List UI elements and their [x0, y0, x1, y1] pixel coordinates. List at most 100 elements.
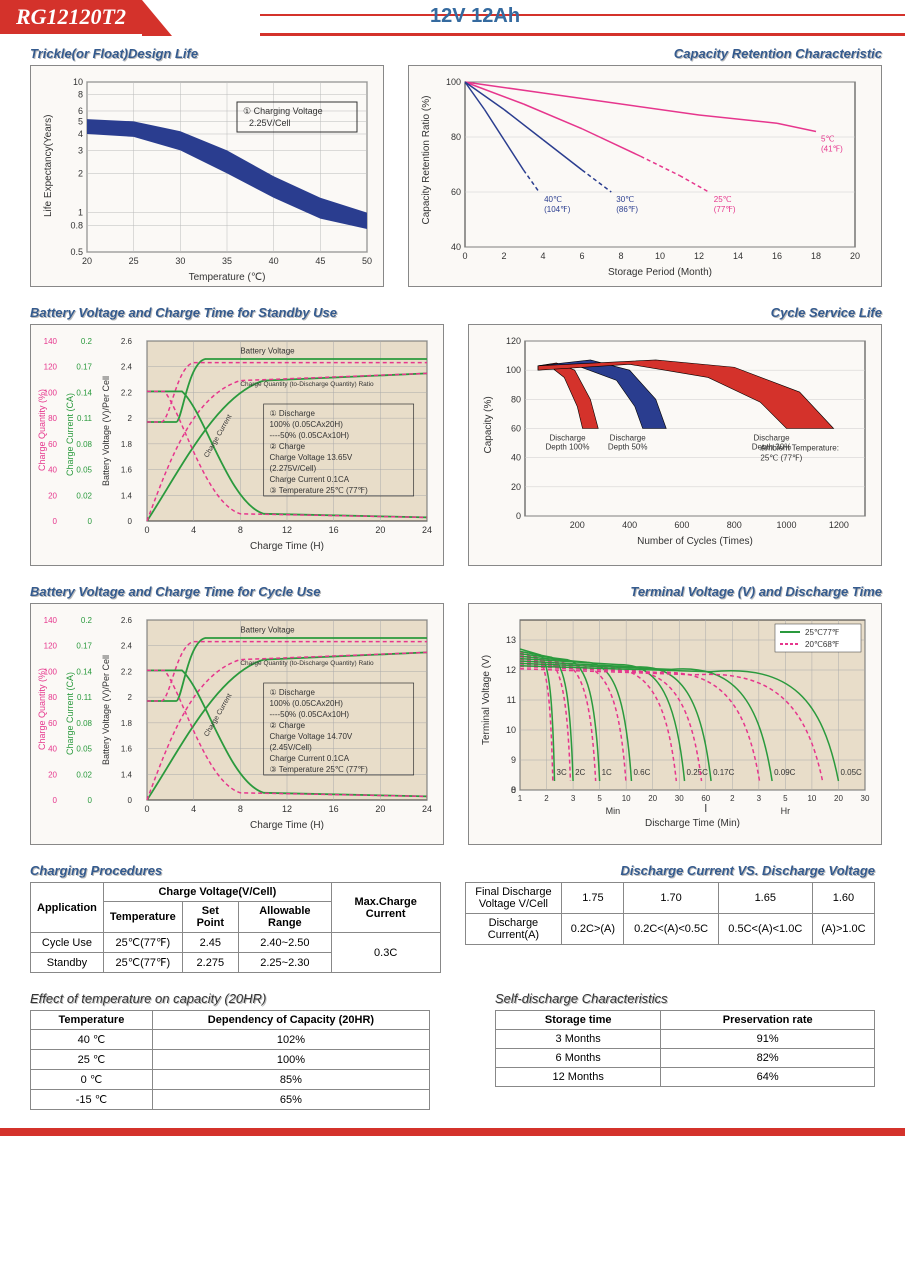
svg-text:3C: 3C: [557, 768, 567, 777]
svg-text:2: 2: [730, 794, 735, 803]
svg-text:18: 18: [811, 251, 821, 261]
chart4-title: Cycle Service Life: [468, 305, 882, 320]
svg-text:8: 8: [618, 251, 623, 261]
svg-text:20: 20: [375, 804, 385, 814]
svg-text:Charge Quantity (%): Charge Quantity (%): [37, 389, 47, 471]
svg-text:Discharge: Discharge: [610, 434, 647, 443]
svg-text:Discharge: Discharge: [550, 434, 587, 443]
svg-text:0.11: 0.11: [77, 414, 93, 423]
svg-text:2C: 2C: [575, 768, 585, 777]
svg-text:0: 0: [88, 796, 93, 805]
svg-text:8: 8: [238, 525, 243, 535]
chart3: 0481216202402040608010012014000.020.050.…: [30, 324, 444, 566]
svg-text:0.09C: 0.09C: [774, 768, 796, 777]
svg-text:Charge Time (H): Charge Time (H): [250, 820, 324, 831]
svg-text:0: 0: [511, 785, 516, 795]
svg-text:400: 400: [622, 520, 637, 530]
svg-text:0: 0: [144, 804, 149, 814]
svg-text:120: 120: [506, 336, 521, 346]
svg-text:3: 3: [571, 794, 576, 803]
svg-text:16: 16: [772, 251, 782, 261]
svg-text:80: 80: [451, 132, 461, 142]
svg-text:③ Temperature 25℃ (77℉): ③ Temperature 25℃ (77℉): [270, 765, 369, 774]
svg-text:Charge Quantity (to-Discharge: Charge Quantity (to-Discharge Quantity) …: [240, 381, 374, 388]
svg-text:0: 0: [462, 251, 467, 261]
svg-text:1: 1: [518, 794, 523, 803]
svg-text:8: 8: [78, 90, 83, 100]
svg-text:140: 140: [44, 337, 58, 346]
svg-text:Battery Voltage (V)/Per Cell: Battery Voltage (V)/Per Cell: [101, 655, 111, 765]
svg-text:6: 6: [78, 106, 83, 116]
page-header: RG12120T2 12V 12Ah: [0, 0, 905, 36]
svg-text:1.8: 1.8: [121, 440, 133, 449]
chart1: 0.50.812345681020253035404550① Charging …: [30, 65, 384, 287]
svg-text:0.02: 0.02: [76, 770, 92, 779]
svg-text:② Charge: ② Charge: [270, 442, 306, 451]
svg-text:5℃: 5℃: [821, 135, 834, 144]
svg-text:60: 60: [48, 440, 57, 449]
svg-text:(77℉): (77℉): [714, 205, 736, 214]
svg-text:20℃68℉: 20℃68℉: [805, 640, 840, 649]
svg-text:2: 2: [544, 794, 549, 803]
svg-text:60: 60: [511, 424, 521, 434]
chart2-title: Capacity Retention Characteristic: [408, 46, 882, 61]
svg-text:Charge Voltage 14.70V: Charge Voltage 14.70V: [270, 732, 353, 741]
svg-text:200: 200: [570, 520, 585, 530]
svg-text:2.2: 2.2: [121, 388, 133, 397]
svg-text:1: 1: [78, 208, 83, 218]
svg-text:0: 0: [144, 525, 149, 535]
svg-text:800: 800: [727, 520, 742, 530]
svg-text:40: 40: [511, 453, 521, 463]
self-discharge-table: Storage timePreservation rate3 Months91%…: [495, 1010, 875, 1087]
svg-text:Charge Voltage 13.65V: Charge Voltage 13.65V: [270, 453, 353, 462]
svg-text:2.4: 2.4: [121, 363, 133, 372]
svg-text:0.11: 0.11: [77, 693, 93, 702]
svg-text:12: 12: [694, 251, 704, 261]
svg-text:13: 13: [506, 635, 516, 645]
chart2: 406080100024681012141618205℃(41℉)25℃(77℉…: [408, 65, 882, 287]
discharge-voltage-table: Final Discharge Voltage V/Cell1.751.701.…: [465, 882, 876, 945]
svg-text:----50% (0.05CAx10H): ----50% (0.05CAx10H): [270, 710, 350, 719]
svg-text:① Charging Voltage: ① Charging Voltage: [243, 106, 323, 116]
svg-text:140: 140: [44, 616, 58, 625]
svg-text:60: 60: [451, 187, 461, 197]
svg-text:1C: 1C: [602, 768, 612, 777]
svg-text:4: 4: [540, 251, 545, 261]
svg-text:Capacity Retention Ratio (%): Capacity Retention Ratio (%): [421, 96, 432, 225]
svg-text:Min: Min: [606, 806, 621, 816]
svg-text:100% (0.05CAx20H): 100% (0.05CAx20H): [270, 699, 344, 708]
chart5: 0481216202402040608010012014000.020.050.…: [30, 603, 444, 845]
svg-text:12: 12: [282, 525, 292, 535]
svg-text:2: 2: [128, 693, 133, 702]
svg-text:① Discharge: ① Discharge: [270, 688, 316, 697]
svg-text:2.6: 2.6: [121, 337, 133, 346]
svg-text:0.08: 0.08: [76, 719, 92, 728]
svg-text:0.17: 0.17: [76, 363, 92, 372]
svg-text:Charge Time (H): Charge Time (H): [250, 541, 324, 552]
svg-text:③ Temperature 25℃ (77℉): ③ Temperature 25℃ (77℉): [270, 486, 369, 495]
svg-text:20: 20: [375, 525, 385, 535]
svg-text:0.6C: 0.6C: [633, 768, 650, 777]
svg-text:Charge Quantity (to-Discharge: Charge Quantity (to-Discharge Quantity) …: [240, 660, 374, 667]
table2-title: Discharge Current VS. Discharge Voltage: [465, 863, 876, 878]
chart6: 891011121301235102030602351020303C2C1C0.…: [468, 603, 882, 845]
svg-text:10: 10: [807, 794, 816, 803]
svg-text:4: 4: [191, 525, 196, 535]
svg-text:2: 2: [78, 168, 83, 178]
svg-text:60: 60: [701, 794, 710, 803]
svg-text:80: 80: [48, 414, 57, 423]
svg-text:Terminal Voltage (V): Terminal Voltage (V): [481, 655, 492, 745]
svg-text:1200: 1200: [829, 520, 849, 530]
svg-text:25℃ (77℉): 25℃ (77℉): [760, 453, 802, 462]
svg-text:----50% (0.05CAx10H): ----50% (0.05CAx10H): [270, 431, 350, 440]
svg-text:0.05C: 0.05C: [840, 768, 862, 777]
svg-text:20: 20: [648, 794, 657, 803]
table3-title: Effect of temperature on capacity (20HR): [30, 991, 430, 1006]
svg-text:Storage Period (Month): Storage Period (Month): [608, 267, 712, 278]
svg-text:5: 5: [783, 794, 788, 803]
svg-text:0: 0: [88, 517, 93, 526]
svg-text:0.25C: 0.25C: [687, 768, 709, 777]
svg-text:Charge Current 0.1CA: Charge Current 0.1CA: [270, 475, 350, 484]
svg-text:50: 50: [362, 256, 372, 266]
svg-text:5: 5: [78, 116, 83, 126]
